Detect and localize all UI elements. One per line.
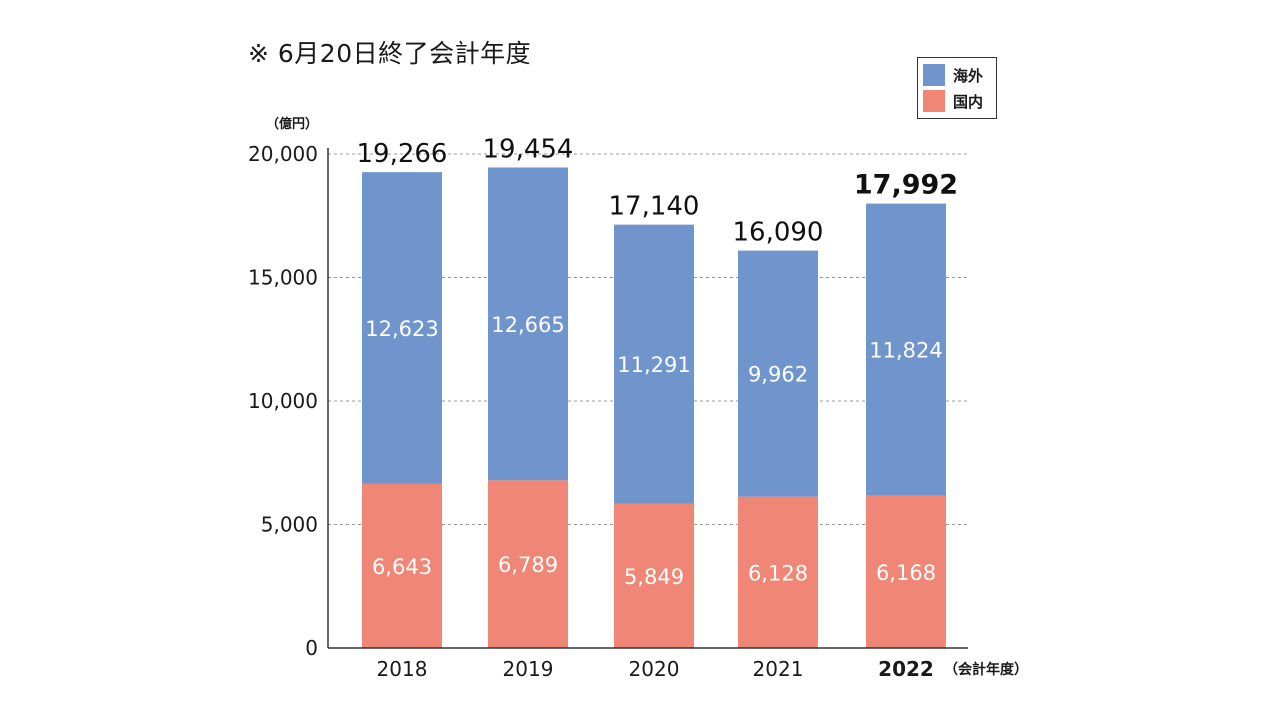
total-label: 19,454 [483, 134, 574, 164]
x-tick-label: 2021 [753, 657, 804, 681]
bar-domestic [362, 483, 442, 648]
total-label: 19,266 [357, 139, 448, 169]
data-label-overseas: 12,665 [491, 313, 564, 337]
bar-overseas [362, 172, 442, 484]
legend-item-domestic: 国内 [923, 88, 991, 114]
total-label: 17,140 [609, 192, 700, 222]
bar-domestic [488, 480, 568, 648]
bar-overseas [488, 167, 568, 481]
data-label-overseas: 11,824 [869, 339, 942, 363]
x-tick-label: 2018 [377, 657, 428, 681]
bar-overseas [614, 224, 694, 504]
total-label: 17,992 [854, 170, 958, 201]
legend-swatch-domestic [923, 90, 945, 112]
y-tick-label: 15,000 [248, 266, 318, 290]
y-axis-unit: （億円） [266, 117, 319, 132]
bar-domestic [738, 496, 818, 648]
x-axis-suffix: （会計年度） [944, 661, 1028, 678]
data-label-overseas: 12,623 [365, 317, 438, 341]
data-label-overseas: 9,962 [748, 363, 808, 387]
bar-overseas [866, 203, 946, 496]
data-label-domestic: 6,128 [748, 561, 808, 585]
x-tick-label: 2019 [503, 657, 554, 681]
data-label-overseas: 11,291 [617, 353, 690, 377]
data-label-domestic: 6,643 [372, 555, 432, 579]
y-tick-label: 20,000 [248, 142, 318, 166]
legend-item-overseas: 海外 [923, 62, 991, 88]
bar-overseas [738, 250, 818, 497]
y-tick-label: 10,000 [248, 389, 318, 413]
legend-swatch-overseas [923, 64, 945, 86]
chart-legend: 海外 国内 [917, 57, 997, 119]
bar-domestic [614, 503, 694, 648]
legend-label-domestic: 国内 [953, 92, 984, 111]
total-label: 16,090 [733, 218, 824, 248]
bar-domestic [866, 495, 946, 648]
x-tick-label: 2022 [878, 657, 934, 681]
data-label-domestic: 6,168 [876, 561, 936, 585]
y-tick-label: 5,000 [261, 513, 318, 537]
chart-note: ※ 6月20日終了会計年度 [248, 39, 532, 68]
legend-label-overseas: 海外 [953, 66, 984, 85]
x-tick-label: 2020 [629, 657, 680, 681]
y-tick-label: 0 [305, 636, 318, 660]
data-label-domestic: 5,849 [624, 565, 684, 589]
data-label-domestic: 6,789 [498, 553, 558, 577]
